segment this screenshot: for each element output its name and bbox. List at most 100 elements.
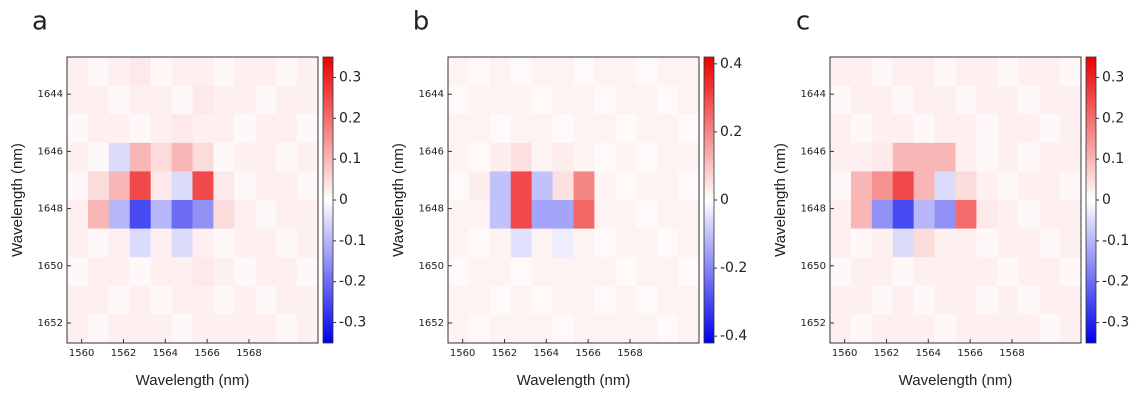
heatmap-cell <box>489 142 512 172</box>
heatmap-cell <box>615 200 637 230</box>
y-tick-label: 1644 <box>801 89 826 100</box>
heatmap-cell <box>87 228 110 258</box>
heatmap-cell <box>108 257 131 287</box>
x-tick-label: 1566 <box>194 348 219 359</box>
heatmap-cell <box>552 257 574 287</box>
heatmap-cell <box>489 114 512 144</box>
heatmap-cell <box>234 285 256 315</box>
heatmap-cell <box>934 85 956 115</box>
heatmap-cell <box>976 200 998 230</box>
heatmap-cell <box>594 228 616 258</box>
heatmap-cell <box>297 171 318 201</box>
heatmap-cell <box>1039 57 1061 87</box>
heatmap-cell <box>171 200 193 230</box>
heatmap-cell <box>67 314 89 343</box>
heatmap-cell <box>573 314 595 343</box>
heatmap-cell <box>955 57 977 87</box>
heatmap-cell <box>657 200 679 230</box>
heatmap-cell <box>934 57 956 87</box>
heatmap-cell <box>955 171 977 201</box>
heatmap-cell <box>871 257 894 287</box>
heatmap-cell <box>1039 114 1061 144</box>
heatmap-cell <box>573 257 595 287</box>
heatmap-cell <box>213 142 235 172</box>
heatmap-cell <box>510 57 533 87</box>
heatmap-cell <box>1018 228 1040 258</box>
colorbar-tick-label: -0.2 <box>339 274 366 290</box>
heatmap-cell <box>67 114 89 144</box>
cells <box>448 57 699 343</box>
heatmap-cell <box>892 200 915 230</box>
heatmap-cell <box>448 314 470 343</box>
colorbar-tick-label: 0.1 <box>1102 151 1124 167</box>
heatmap-cell <box>871 142 894 172</box>
heatmap-cell <box>997 114 1019 144</box>
plot-frame <box>829 56 1082 344</box>
heatmap-cell <box>171 314 193 343</box>
heatmap-cell <box>108 314 131 343</box>
heatmap-cell <box>297 57 318 87</box>
heatmap-cell <box>657 85 679 115</box>
heatmap-cell <box>531 228 554 258</box>
heatmap-cell <box>213 200 235 230</box>
heatmap-cell <box>129 171 152 201</box>
heatmap-cell <box>67 171 89 201</box>
heatmap-cell <box>108 57 131 87</box>
heatmap-cell <box>150 228 173 258</box>
heatmap-cell <box>448 85 470 115</box>
heatmap-cell <box>913 142 936 172</box>
heatmap-cell <box>657 257 679 287</box>
heatmap-cell <box>192 228 214 258</box>
heatmap-cell <box>678 285 699 315</box>
heatmap-cell <box>594 257 616 287</box>
heatmap-cell <box>871 228 894 258</box>
heatmap-cell <box>192 200 214 230</box>
heatmap-cell <box>552 285 574 315</box>
heatmap-cell <box>913 114 936 144</box>
heatmap-cell <box>468 285 491 315</box>
heatmap-cell <box>913 285 936 315</box>
heatmap-cell <box>976 171 998 201</box>
heatmap-cell <box>850 85 873 115</box>
colorbar-tick-label: 0 <box>1102 192 1111 208</box>
heatmap-cell <box>934 171 956 201</box>
y-axis-label: Wavelength (nm) <box>9 143 26 257</box>
heatmap-cell <box>448 285 470 315</box>
heatmap-cell <box>997 228 1019 258</box>
heatmap-cell <box>129 257 152 287</box>
heatmap-cell <box>573 171 595 201</box>
heatmap-cell <box>1018 85 1040 115</box>
heatmap-cell <box>255 285 277 315</box>
heatmap-cell <box>448 200 470 230</box>
heatmap-cell <box>892 171 915 201</box>
heatmap-cell <box>955 85 977 115</box>
heatmap-cell <box>67 57 89 87</box>
heatmap-cell <box>615 285 637 315</box>
heatmap-cell <box>67 257 89 287</box>
heatmap-cell <box>297 200 318 230</box>
heatmap-cell <box>892 285 915 315</box>
x-tick-label: 1560 <box>69 348 94 359</box>
heatmap-cell <box>297 85 318 115</box>
heatmap-cell <box>192 114 214 144</box>
heatmap-cell <box>850 114 873 144</box>
heatmap-cell <box>636 142 658 172</box>
heatmap-cell <box>276 114 298 144</box>
heatmap-cell <box>87 285 110 315</box>
heatmap-cell <box>510 200 533 230</box>
heatmap-cell <box>594 142 616 172</box>
heatmap-cell <box>150 142 173 172</box>
panel-title: b <box>413 7 430 37</box>
heatmap-cell <box>510 171 533 201</box>
heatmap-cell <box>830 228 852 258</box>
heatmap-cell <box>171 285 193 315</box>
x-tick-label: 1560 <box>450 348 475 359</box>
heatmap-cell <box>997 171 1019 201</box>
heatmap-cell <box>892 114 915 144</box>
colorbar-tick-label: 0.3 <box>339 69 361 85</box>
x-tick-label: 1568 <box>999 348 1024 359</box>
heatmap-cell <box>129 228 152 258</box>
heatmap-cell <box>871 57 894 87</box>
heatmap-cell <box>276 285 298 315</box>
heatmap-cell <box>234 228 256 258</box>
